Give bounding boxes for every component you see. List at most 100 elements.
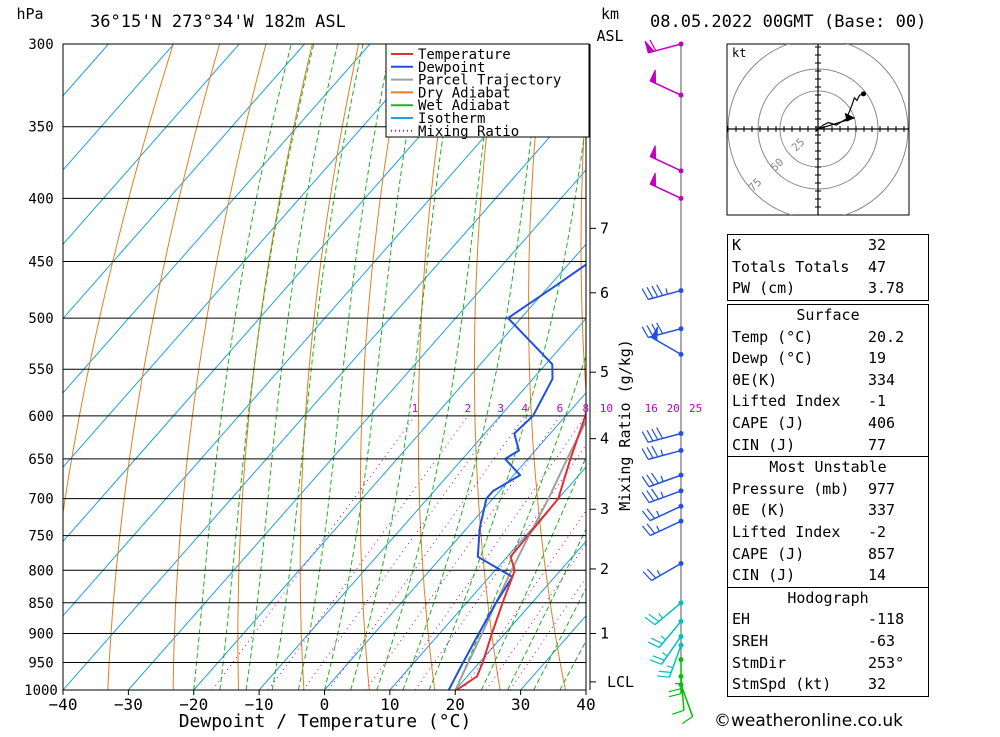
- surface-label: Lifted Index: [732, 391, 840, 413]
- mixing-ratio-label: 8: [582, 402, 589, 415]
- wind-barb-flag: [647, 447, 653, 458]
- height-tick-label: 4: [600, 430, 609, 448]
- dry-adiabat-line: [418, 44, 451, 690]
- wind-barb-flag: [647, 475, 654, 485]
- height-tick-label: 5: [600, 363, 609, 381]
- pressure-tick-label: 650: [28, 452, 53, 468]
- hodograph-stats-label: EH: [732, 609, 750, 631]
- wind-barb-dot: [679, 42, 684, 47]
- height-tick-label: LCL: [607, 673, 634, 691]
- index-row-pw: PW (cm)3.78: [728, 278, 928, 300]
- wind-barb-dot: [679, 634, 684, 639]
- wind-barb-dot: [679, 326, 684, 331]
- wind-barb-dot: [679, 448, 684, 453]
- mixing-ratio-line: [510, 416, 696, 690]
- height-tick-label: 6: [600, 284, 609, 302]
- wind-barb-dot: [679, 168, 684, 173]
- wind-barb-flag: [652, 446, 658, 457]
- height-unit-km: km: [601, 5, 619, 23]
- most-unstable-label: CIN (J): [732, 565, 795, 587]
- wind-barb-dot: [679, 488, 684, 493]
- wind-barb-flag: [642, 289, 648, 300]
- height-tick-label: 7: [600, 219, 609, 237]
- wind-barb-flag: [642, 492, 649, 502]
- datetime-title: 08.05.2022 00GMT (Base: 00): [650, 12, 926, 32]
- wind-barb-dot: [679, 674, 684, 679]
- wind-barb-dot: [679, 519, 684, 524]
- index-label: K: [732, 235, 741, 257]
- index-label: PW (cm): [732, 278, 795, 300]
- wind-barb-flag: [642, 476, 649, 486]
- wind-barb-dot: [679, 643, 684, 648]
- pressure-tick-label: 700: [28, 492, 53, 508]
- hodograph-stats-title: Hodograph: [728, 587, 928, 610]
- index-value: 32: [868, 235, 924, 257]
- credit-link[interactable]: ©weatheronline.co.uk: [714, 711, 903, 731]
- most-unstable-label: CAPE (J): [732, 544, 804, 566]
- most-unstable-label: Lifted Index: [732, 522, 840, 544]
- wind-barb-flag: [669, 689, 681, 692]
- wind-barb-dot: [679, 682, 684, 687]
- pressure-tick-label: 600: [28, 409, 53, 425]
- dry-adiabat-line: [961, 44, 1000, 690]
- surface-label: CAPE (J): [732, 413, 804, 435]
- surface-label: θE(K): [732, 370, 777, 392]
- most-unstable-row: θE (K)337: [728, 500, 928, 522]
- wind-barb-pennant: [650, 173, 655, 186]
- wind-barb-pennant: [645, 41, 654, 53]
- wet-adiabat-line: [429, 44, 596, 690]
- wind-barb-shaft: [652, 564, 681, 581]
- mixing-ratio-axis-label: Mixing Ratio (g/kg): [616, 339, 634, 511]
- isotherm-line: [194, 44, 762, 690]
- wind-barb-half-flag: [667, 666, 673, 668]
- temperature-tick-label: −40: [49, 695, 78, 714]
- hodograph-stats-row: SREH-63: [728, 631, 928, 653]
- surface-table: Surface Temp (°C)20.2 Dewp (°C)19 θE(K)3…: [727, 304, 929, 697]
- isotherm-line: [128, 44, 696, 690]
- most-unstable-row: Lifted Index-2: [728, 522, 928, 544]
- pressure-tick-label: 500: [28, 311, 53, 327]
- wind-barb-flag: [669, 694, 681, 697]
- wind-barb-flag: [647, 430, 653, 441]
- wind-barb-flag: [642, 526, 650, 536]
- mixing-ratio-label: 25: [689, 402, 702, 415]
- temperature-tick-label: −30: [114, 695, 143, 714]
- wind-barb-half-flag: [661, 636, 666, 640]
- plot-frame: [63, 44, 586, 690]
- wet-adiabat-line: [194, 44, 291, 690]
- surface-row: θE(K)334: [728, 370, 928, 392]
- hodograph-stats-value: -63: [868, 631, 924, 653]
- pressure-tick-label: 750: [28, 529, 53, 545]
- isotherm-line: [0, 44, 108, 690]
- wind-barb-flag: [649, 614, 659, 621]
- surface-value: 20.2: [868, 327, 924, 349]
- wind-barb-shaft: [650, 506, 681, 520]
- wind-barb-flag: [682, 717, 692, 724]
- most-unstable-label: θE (K): [732, 500, 786, 522]
- mixing-ratio-label: 4: [521, 402, 528, 415]
- dry-adiabat-line: [360, 44, 405, 690]
- surface-row: Dewp (°C)19: [728, 348, 928, 370]
- pressure-tick-label: 300: [28, 37, 53, 53]
- most-unstable-value: 977: [868, 479, 924, 501]
- surface-title: Surface: [728, 305, 928, 327]
- surface-row: Temp (°C)20.2: [728, 327, 928, 349]
- wind-barb-dot: [679, 93, 684, 98]
- mixing-ratio-label: 20: [667, 402, 680, 415]
- wind-barb-flag: [672, 710, 684, 714]
- isotherm-line: [0, 44, 566, 690]
- surface-row: CAPE (J)406: [728, 413, 928, 435]
- pressure-tick-label: 800: [28, 563, 53, 579]
- temperature-tick-label: 40: [576, 695, 595, 714]
- dry-adiabat-line: [632, 44, 696, 690]
- wind-barb-shaft: [648, 434, 681, 443]
- wind-barb-pennant: [650, 70, 655, 83]
- legend-label: Mixing Ratio: [418, 124, 519, 140]
- wind-barb-dot: [679, 352, 684, 357]
